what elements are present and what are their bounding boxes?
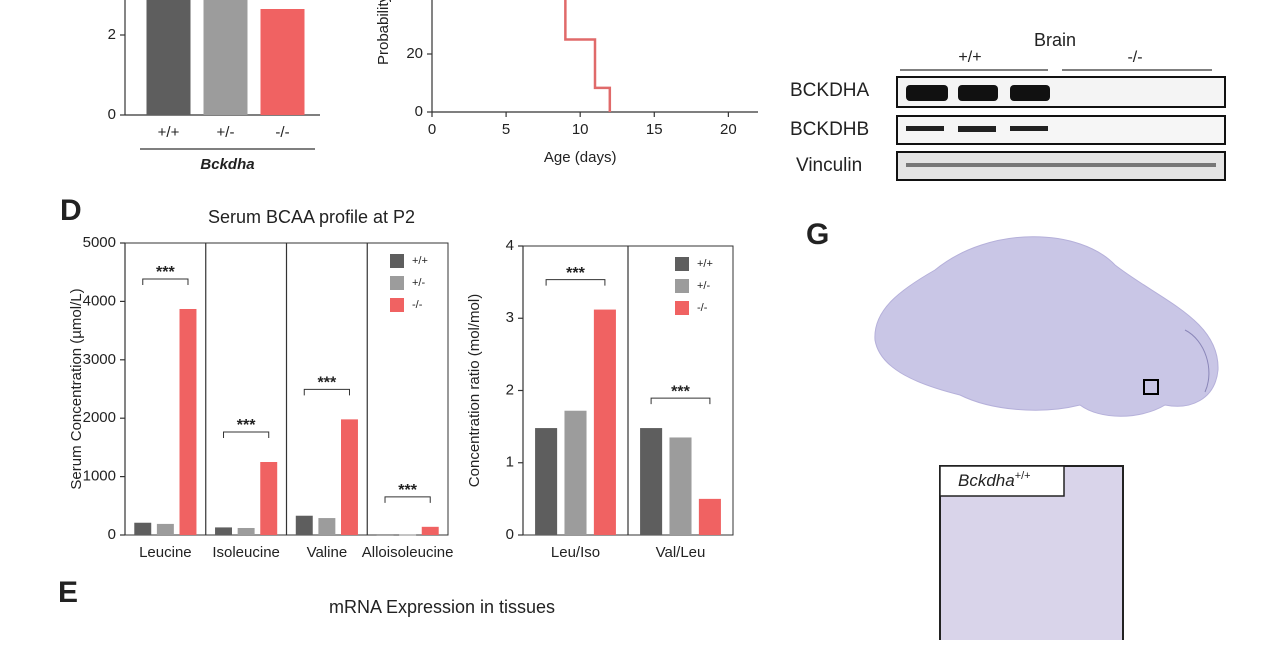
bar bbox=[341, 419, 358, 535]
significance-bracket bbox=[650, 397, 711, 405]
blot-group: -/- bbox=[1127, 49, 1142, 66]
x-tick-label: Valine bbox=[307, 544, 348, 561]
blot-tissue: Brain bbox=[1034, 30, 1076, 50]
significance-bracket bbox=[223, 431, 270, 438]
x-tick-label: 20 bbox=[720, 121, 737, 138]
bar bbox=[535, 428, 558, 535]
significance: *** bbox=[398, 482, 417, 499]
blot-row: Vinculin bbox=[796, 155, 862, 176]
legend-swatch bbox=[675, 301, 689, 315]
y-axis-label: Probability bbox=[375, 0, 392, 65]
x-tick-label: Leucine bbox=[139, 544, 192, 561]
bar bbox=[134, 522, 152, 535]
bar bbox=[421, 526, 439, 535]
significance: *** bbox=[566, 265, 585, 282]
bar bbox=[593, 309, 616, 535]
significance: *** bbox=[671, 383, 690, 400]
legend-label: +/+ bbox=[697, 258, 713, 270]
x-tick-label: 15 bbox=[646, 121, 663, 138]
histology-label: Bckdha+/+ bbox=[958, 470, 1031, 491]
y-tick-label: 3000 bbox=[83, 351, 116, 368]
y-tick-label: 4 bbox=[506, 237, 514, 254]
panel-label: G bbox=[806, 218, 829, 251]
x-tick-label: +/+ bbox=[158, 124, 180, 141]
y-tick-label: 40 bbox=[406, 0, 423, 4]
panel-label: D bbox=[60, 194, 82, 227]
blot-image bbox=[896, 76, 1226, 181]
bar bbox=[203, 0, 248, 115]
y-tick-label: 0 bbox=[415, 103, 423, 120]
significance-bracket bbox=[303, 388, 350, 396]
legend-swatch bbox=[675, 279, 689, 293]
panel-title: mRNA Expression in tissues bbox=[329, 597, 555, 617]
bar bbox=[179, 308, 197, 535]
chart-title: Serum BCAA profile at P2 bbox=[208, 207, 415, 227]
x-tick-label: Isoleucine bbox=[212, 544, 280, 561]
y-tick-label: 4000 bbox=[83, 292, 116, 309]
bar bbox=[640, 428, 663, 535]
brain-section bbox=[874, 236, 1219, 645]
y-axis-label: Serum Concentration (µmol/L) bbox=[68, 288, 85, 489]
bar bbox=[260, 9, 305, 115]
y-tick-label: 3 bbox=[506, 309, 514, 326]
legend-label: +/+ bbox=[412, 255, 428, 267]
bar bbox=[376, 534, 394, 536]
legend-label: +/- bbox=[697, 280, 710, 292]
significance: *** bbox=[237, 417, 256, 434]
y-tick-label: 1000 bbox=[83, 468, 116, 485]
bar bbox=[399, 534, 417, 536]
x-axis-label: Bckdha bbox=[200, 156, 254, 173]
y-tick-label: 2 bbox=[108, 26, 116, 43]
blot-row: BCKDHA bbox=[790, 80, 870, 101]
legend-swatch bbox=[390, 276, 404, 290]
x-tick-label: Alloisoleucine bbox=[362, 544, 454, 561]
blot-group: +/+ bbox=[958, 49, 981, 66]
x-tick-label: Val/Leu bbox=[656, 544, 706, 561]
y-tick-label: 1 bbox=[506, 454, 514, 471]
bar bbox=[215, 527, 232, 535]
bar bbox=[564, 410, 587, 535]
x-tick-label: -/- bbox=[275, 124, 289, 141]
y-tick-label: 0 bbox=[108, 526, 116, 543]
bar bbox=[318, 518, 336, 535]
legend-label: -/- bbox=[697, 302, 708, 314]
legend-label: +/- bbox=[412, 277, 425, 289]
x-tick-label: Leu/Iso bbox=[551, 544, 600, 561]
significance-bracket bbox=[142, 278, 189, 285]
blot-row: BCKDHB bbox=[790, 119, 869, 140]
bar bbox=[260, 462, 278, 535]
legend-swatch bbox=[675, 257, 689, 271]
x-tick-label: 10 bbox=[572, 121, 589, 138]
legend-label: -/- bbox=[412, 299, 423, 311]
bar bbox=[669, 437, 692, 535]
bar bbox=[698, 498, 721, 535]
y-tick-label: 2000 bbox=[83, 409, 116, 426]
x-axis-label: Age (days) bbox=[544, 149, 617, 166]
y-tick-label: 0 bbox=[108, 106, 116, 123]
bar bbox=[146, 0, 191, 115]
x-tick-label: 0 bbox=[428, 121, 436, 138]
significance-bracket bbox=[384, 496, 431, 503]
y-axis-label: Concentration ratio (mol/mol) bbox=[466, 294, 483, 487]
genotype: +/+ bbox=[1015, 470, 1031, 482]
y-tick-label: 20 bbox=[406, 45, 423, 62]
panel-label: E bbox=[58, 576, 78, 609]
survival-line bbox=[564, 0, 612, 112]
gene: Bckdha bbox=[958, 471, 1015, 490]
legend-swatch bbox=[390, 298, 404, 312]
y-tick-label: 5000 bbox=[83, 234, 116, 251]
y-tick-label: 2 bbox=[506, 381, 514, 398]
x-tick-label: +/- bbox=[217, 124, 235, 141]
bar bbox=[295, 515, 313, 535]
x-tick-label: 5 bbox=[502, 121, 510, 138]
bar bbox=[156, 523, 174, 535]
y-tick-label: 0 bbox=[506, 526, 514, 543]
significance-bracket bbox=[545, 279, 606, 286]
significance: *** bbox=[156, 264, 175, 281]
significance: *** bbox=[318, 375, 337, 392]
legend-swatch bbox=[390, 254, 404, 268]
bar bbox=[237, 527, 255, 535]
